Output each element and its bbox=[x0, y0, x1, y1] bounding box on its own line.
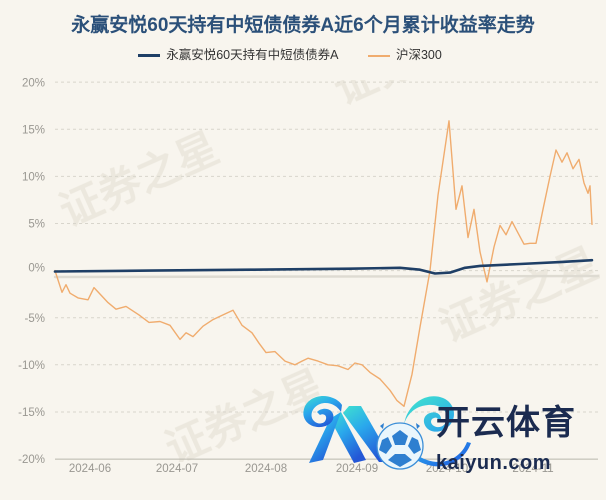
svg-text:5%: 5% bbox=[28, 219, 45, 231]
svg-text:2024-06: 2024-06 bbox=[69, 463, 111, 475]
svg-text:20%: 20% bbox=[22, 78, 45, 90]
svg-text:2024-09: 2024-09 bbox=[336, 463, 378, 475]
svg-text:15%: 15% bbox=[22, 125, 45, 137]
svg-text:10%: 10% bbox=[22, 172, 45, 184]
svg-text:2024-07: 2024-07 bbox=[156, 463, 198, 475]
svg-text:-20%: -20% bbox=[18, 454, 45, 466]
svg-text:-5%: -5% bbox=[25, 313, 45, 325]
svg-text:-10%: -10% bbox=[18, 360, 45, 372]
svg-text:-15%: -15% bbox=[18, 407, 45, 419]
svg-text:2024-08: 2024-08 bbox=[245, 463, 287, 475]
svg-text:0%: 0% bbox=[28, 263, 45, 275]
